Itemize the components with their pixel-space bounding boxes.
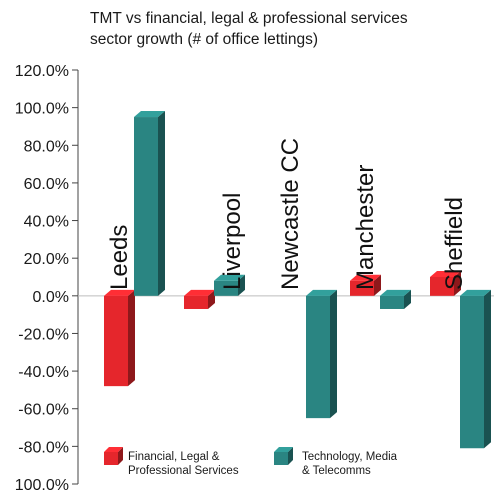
y-tick-label: 60.0% [24, 176, 69, 193]
y-tick-label: 20.0% [24, 251, 69, 268]
legend-label: & Telecomms [302, 465, 371, 477]
bar-financial-legal-professional [430, 271, 461, 296]
legend-swatch [104, 447, 123, 465]
chart-title-line-2: sector growth (# of office lettings) [90, 31, 319, 48]
bar-technology-media-telecomms [460, 289, 491, 449]
y-tick-label: -80.0% [18, 439, 69, 456]
category-label: Sheffield [441, 197, 468, 290]
chart-title: TMT vs financial, legal & professional s… [90, 8, 490, 50]
y-tick-label: 120.0% [15, 63, 69, 80]
y-tick-label: 0.0% [33, 289, 69, 306]
legend-label: Technology, Media [302, 451, 398, 463]
bar-financial-legal-professional [184, 289, 215, 309]
y-tick-label: 80.0% [24, 138, 69, 155]
bar-financial-legal-professional [350, 274, 381, 296]
bar-technology-media-telecomms [306, 289, 337, 419]
y-tick-label: -20.0% [18, 326, 69, 343]
bar-technology-media-telecomms [380, 289, 411, 309]
category-label: Newcastle CC [277, 138, 304, 290]
y-tick-label: 100.0% [15, 477, 69, 494]
category-label: Leeds [106, 225, 133, 290]
bar-technology-media-telecomms [134, 111, 165, 296]
category-label: Manchester [352, 165, 379, 290]
legend-label: Professional Services [128, 465, 239, 477]
category-label: Liverpool [219, 193, 246, 290]
bar-technology-media-telecomms [214, 274, 245, 296]
y-tick-label: 100.0% [15, 101, 69, 118]
y-tick-label: 40.0% [24, 214, 69, 231]
chart-title-line-1: TMT vs financial, legal & professional s… [90, 10, 408, 27]
legend-swatch [274, 447, 293, 465]
bar-financial-legal-professional [104, 289, 135, 387]
legend-label: Financial, Legal & [128, 451, 220, 463]
y-tick-label: -60.0% [18, 402, 69, 419]
y-tick-label: -40.0% [18, 364, 69, 381]
